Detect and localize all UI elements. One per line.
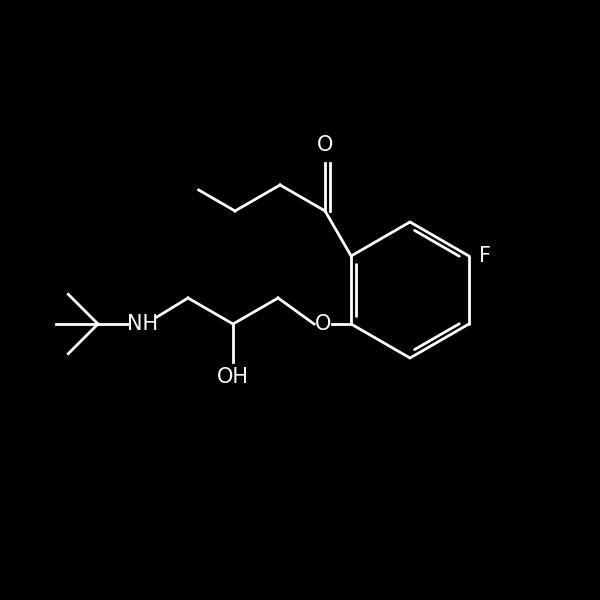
Text: F: F: [479, 246, 491, 266]
Text: NH: NH: [127, 314, 158, 334]
Text: OH: OH: [217, 367, 249, 387]
Text: O: O: [317, 135, 333, 155]
Text: O: O: [315, 314, 331, 334]
